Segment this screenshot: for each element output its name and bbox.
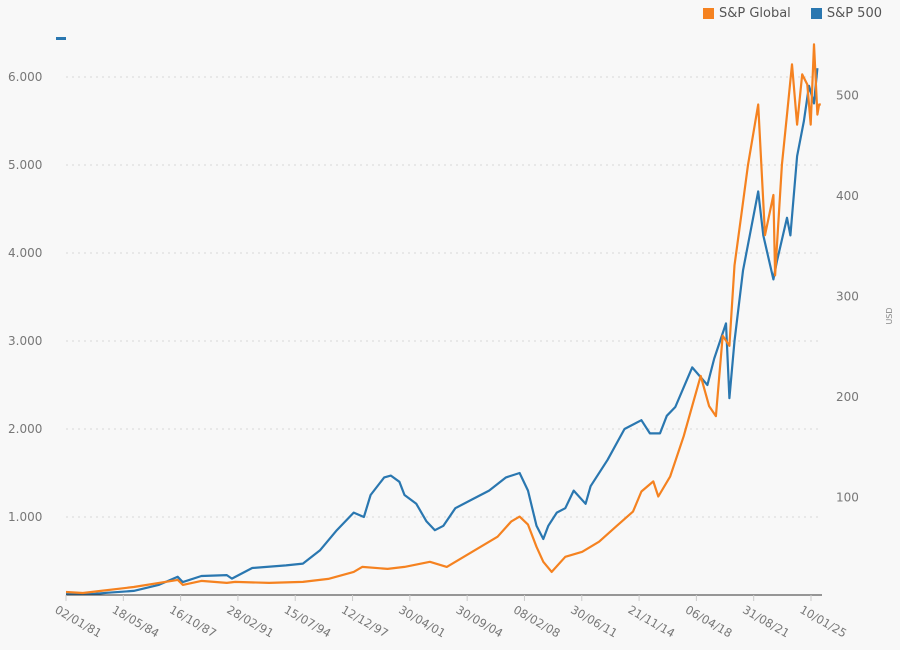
x-tick-label: 12/12/97 <box>339 602 391 640</box>
legend-swatch-sp-global <box>702 8 714 19</box>
x-tick-label: 18/05/84 <box>110 602 162 640</box>
x-axis: 02/01/81 18/05/84 16/10/87 28/02/91 15/07/94… <box>53 595 850 640</box>
chart-legend: S&P Global S&P 500 <box>702 6 882 21</box>
x-tick-label: 30/09/04 <box>454 602 506 640</box>
legend-item-sp-global[interactable]: S&P Global <box>702 6 791 21</box>
x-tick-label: 21/11/14 <box>626 602 678 640</box>
gridlines <box>66 76 822 518</box>
x-tick-label: 30/04/01 <box>396 602 448 640</box>
x-tick-label: 06/04/18 <box>683 602 735 640</box>
y-left-tick-label: 6.000 <box>8 70 42 84</box>
x-tick-label: 15/07/94 <box>282 602 334 640</box>
legend-item-sp-500[interactable]: S&P 500 <box>810 6 882 21</box>
y-left-tick-label: 2.000 <box>8 422 42 436</box>
legend-swatch-sp-500 <box>810 8 822 19</box>
x-tick-label: 16/10/87 <box>167 602 219 640</box>
y-axis-right-title: USD <box>885 307 894 324</box>
y-right-tick-label: 200 <box>836 390 859 404</box>
x-tick-label: 02/01/81 <box>53 602 105 640</box>
x-tick-label: 10/01/25 <box>798 602 850 640</box>
series-line-s-p-global <box>65 43 821 595</box>
x-tick-label: 28/02/91 <box>224 602 276 640</box>
y-left-tick-label: 4.000 <box>8 246 42 260</box>
y-axis-right: 100 200 300 400 500 <box>836 89 859 505</box>
minus-icon[interactable] <box>56 37 66 40</box>
x-tick-label: 08/02/08 <box>511 602 563 640</box>
y-right-tick-label: 500 <box>836 89 859 103</box>
legend-label-sp-500: S&P 500 <box>826 6 882 21</box>
x-tick-label: 30/06/11 <box>568 602 620 640</box>
y-right-tick-label: 400 <box>836 189 859 203</box>
y-right-tick-label: 300 <box>836 290 859 304</box>
y-axis-left: 1.000 2.000 3.000 4.000 5.000 6.000 <box>8 70 42 524</box>
legend-label-sp-global: S&P Global <box>718 6 791 21</box>
series-lines <box>65 43 821 596</box>
series-line-s-p-500 <box>66 68 819 596</box>
y-right-tick-label: 100 <box>836 491 859 505</box>
y-left-tick-label: 3.000 <box>8 334 42 348</box>
y-left-tick-label: 5.000 <box>8 158 42 172</box>
y-left-tick-label: 1.000 <box>8 510 42 524</box>
x-tick-label: 31/08/21 <box>740 602 792 640</box>
